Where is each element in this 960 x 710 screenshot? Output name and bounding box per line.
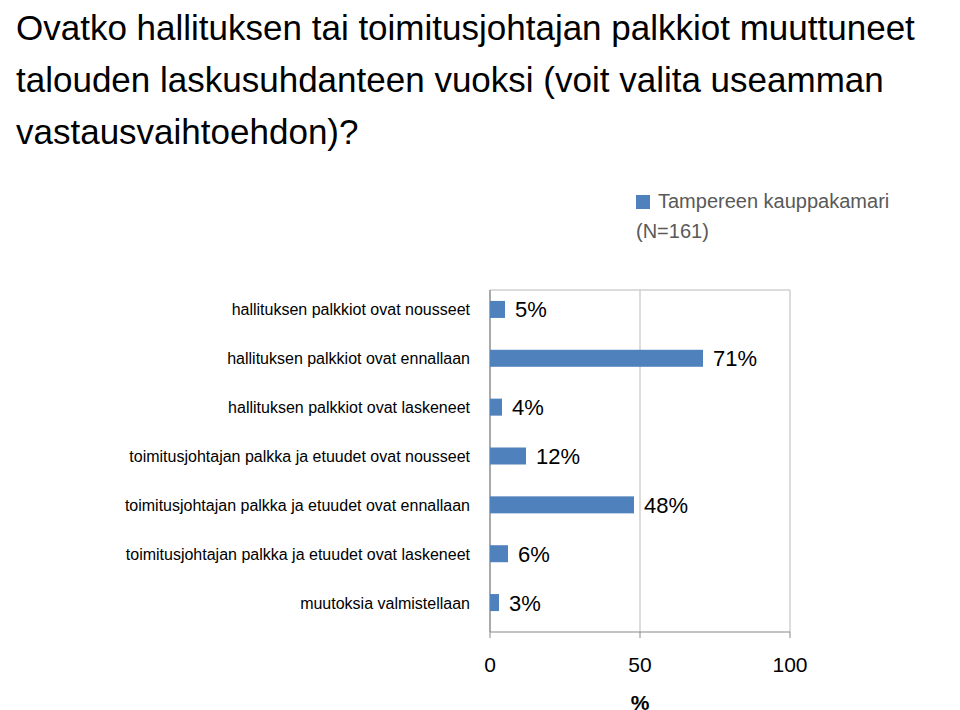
bar — [490, 594, 499, 611]
category-label: hallituksen palkkiot ovat ennallaan — [227, 350, 470, 367]
chart-title: Ovatko hallituksen tai toimitusjohtajan … — [16, 2, 951, 158]
x-axis-line — [490, 631, 790, 632]
bar — [490, 448, 526, 465]
data-label: 6% — [518, 542, 550, 567]
legend-swatch — [636, 195, 650, 209]
x-axis-label: % — [631, 691, 650, 710]
tick-mark — [790, 632, 791, 638]
bars — [490, 301, 703, 611]
data-label: 71% — [713, 346, 757, 371]
bar — [490, 301, 505, 318]
bar — [490, 496, 634, 513]
tick-mark — [640, 632, 641, 638]
grid-line — [639, 290, 641, 632]
data-label: 48% — [644, 493, 688, 518]
bar — [490, 545, 508, 562]
data-label: 3% — [509, 591, 541, 616]
data-label: 12% — [536, 444, 580, 469]
category-label: toimitusjohtajan palkka ja etuudet ovat … — [125, 497, 470, 514]
tick-label: 50 — [628, 653, 651, 676]
bar — [490, 399, 502, 416]
legend: Tampereen kauppakamari (N=161) — [636, 186, 954, 246]
data-label: 5% — [515, 297, 547, 322]
data-label: 4% — [512, 395, 544, 420]
tick-label: 100 — [772, 653, 807, 676]
tick-mark — [490, 632, 491, 638]
bar — [490, 350, 703, 367]
grid-line — [789, 290, 791, 632]
legend-label: Tampereen kauppakamari (N=161) — [636, 190, 889, 242]
plot-frame — [490, 289, 790, 291]
category-label: hallituksen palkkiot ovat laskeneet — [228, 399, 470, 416]
category-label: muutoksia valmistellaan — [300, 595, 470, 612]
category-label: toimitusjohtajan palkka ja etuudet ovat … — [129, 448, 470, 465]
tick-label: 0 — [484, 653, 496, 676]
category-label: toimitusjohtajan palkka ja etuudet ovat … — [126, 546, 471, 563]
chart-svg: 0 50 100% hallituksen palkkiot ovat noussee… — [0, 0, 960, 710]
category-label: hallituksen palkkiot ovat nousseet — [232, 301, 471, 318]
